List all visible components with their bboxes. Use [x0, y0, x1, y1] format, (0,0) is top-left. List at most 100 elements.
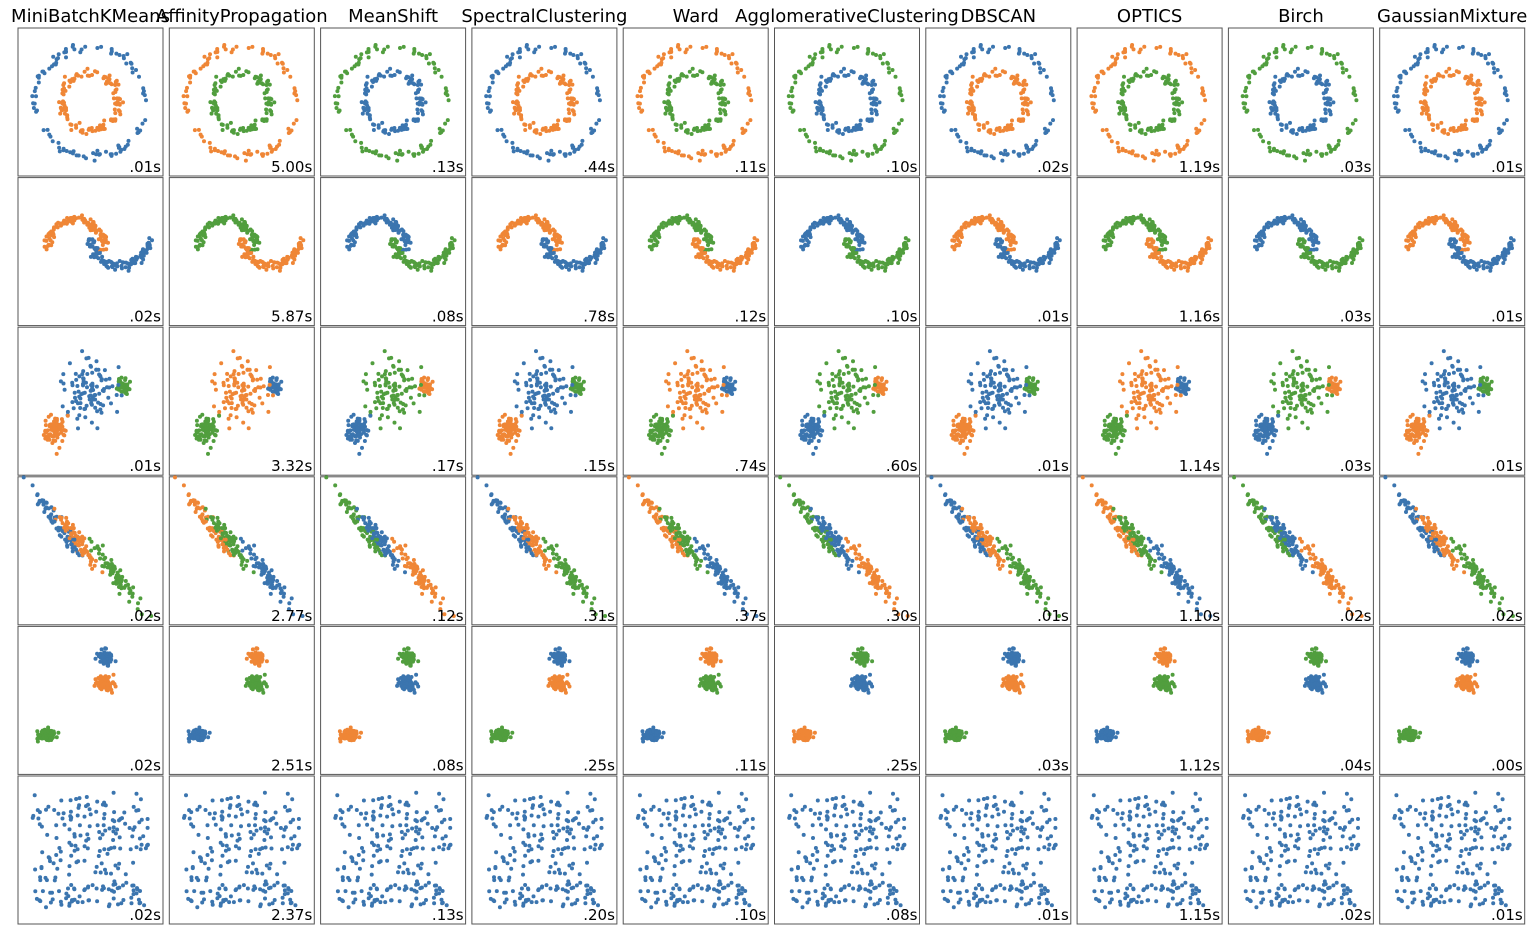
point: [1199, 121, 1204, 126]
point: [1306, 246, 1310, 251]
point: [143, 118, 148, 123]
point: [1007, 232, 1012, 237]
point: [723, 112, 728, 117]
point: [519, 117, 524, 122]
point: [1469, 73, 1474, 78]
point: [65, 113, 70, 118]
point: [1131, 214, 1136, 219]
point: [534, 128, 539, 133]
point: [252, 403, 257, 408]
point: [215, 108, 220, 113]
point: [567, 79, 572, 84]
point: [987, 74, 992, 79]
point: [1006, 44, 1011, 49]
point: [406, 377, 411, 382]
point: [1252, 128, 1256, 133]
point: [860, 149, 865, 154]
point: [509, 224, 514, 229]
point: [228, 120, 233, 125]
point: [719, 151, 724, 156]
point: [1336, 138, 1341, 143]
point: [704, 232, 709, 237]
point: [546, 158, 551, 163]
point: [1412, 139, 1417, 144]
point: [1434, 214, 1438, 219]
point: [691, 73, 695, 78]
point: [1354, 249, 1359, 254]
point: [1300, 126, 1305, 130]
point: [264, 267, 269, 272]
point: [73, 371, 78, 376]
point: [235, 403, 240, 408]
point: [93, 69, 97, 74]
point: [1339, 60, 1344, 65]
point: [792, 74, 797, 79]
point: [1286, 73, 1291, 78]
point: [1481, 263, 1486, 268]
point: [416, 151, 421, 156]
point: [111, 96, 116, 101]
point: [267, 382, 272, 387]
point: [62, 74, 67, 79]
time-label: 1.19s: [1179, 158, 1220, 176]
point: [657, 235, 662, 240]
point: [69, 122, 74, 127]
point: [1309, 259, 1314, 264]
point: [710, 264, 715, 269]
point: [718, 90, 723, 94]
point: [1334, 265, 1338, 270]
point: [415, 111, 420, 116]
point: [670, 113, 675, 118]
point: [113, 111, 118, 116]
point: [569, 96, 573, 101]
point: [223, 47, 228, 52]
point: [1457, 246, 1462, 251]
point: [1349, 250, 1354, 255]
point: [408, 240, 413, 245]
point: [1329, 263, 1334, 268]
point: [567, 267, 571, 272]
point: [1124, 113, 1129, 118]
point: [1476, 261, 1481, 266]
panel-group: .03s: [1227, 177, 1374, 327]
point: [109, 82, 114, 87]
point: [1444, 44, 1449, 49]
point: [955, 66, 960, 71]
point: [61, 372, 66, 377]
point: [559, 264, 564, 269]
point: [1104, 127, 1109, 132]
point: [1429, 84, 1433, 89]
point: [718, 267, 723, 272]
point: [33, 85, 38, 90]
point: [554, 254, 558, 259]
point: [42, 71, 47, 76]
point: [117, 102, 122, 107]
point: [858, 76, 862, 81]
point: [239, 217, 244, 222]
point: [1268, 149, 1273, 154]
point: [724, 147, 729, 152]
point: [592, 128, 597, 133]
point: [201, 64, 206, 69]
point: [711, 240, 716, 245]
point: [1278, 150, 1283, 155]
point: [1499, 128, 1504, 133]
point: [404, 122, 408, 127]
point: [1182, 144, 1187, 149]
point: [565, 96, 570, 101]
panel: [1227, 27, 1374, 177]
point: [1404, 244, 1409, 249]
point: [717, 96, 722, 101]
point: [517, 88, 522, 93]
point: [204, 426, 209, 431]
point: [361, 379, 366, 384]
point: [698, 69, 703, 74]
point: [997, 73, 1002, 77]
point: [257, 240, 262, 245]
point: [855, 259, 860, 264]
point: [1502, 86, 1507, 91]
point: [1495, 68, 1500, 72]
point: [417, 261, 422, 266]
point: [195, 423, 200, 428]
point: [1242, 106, 1247, 110]
